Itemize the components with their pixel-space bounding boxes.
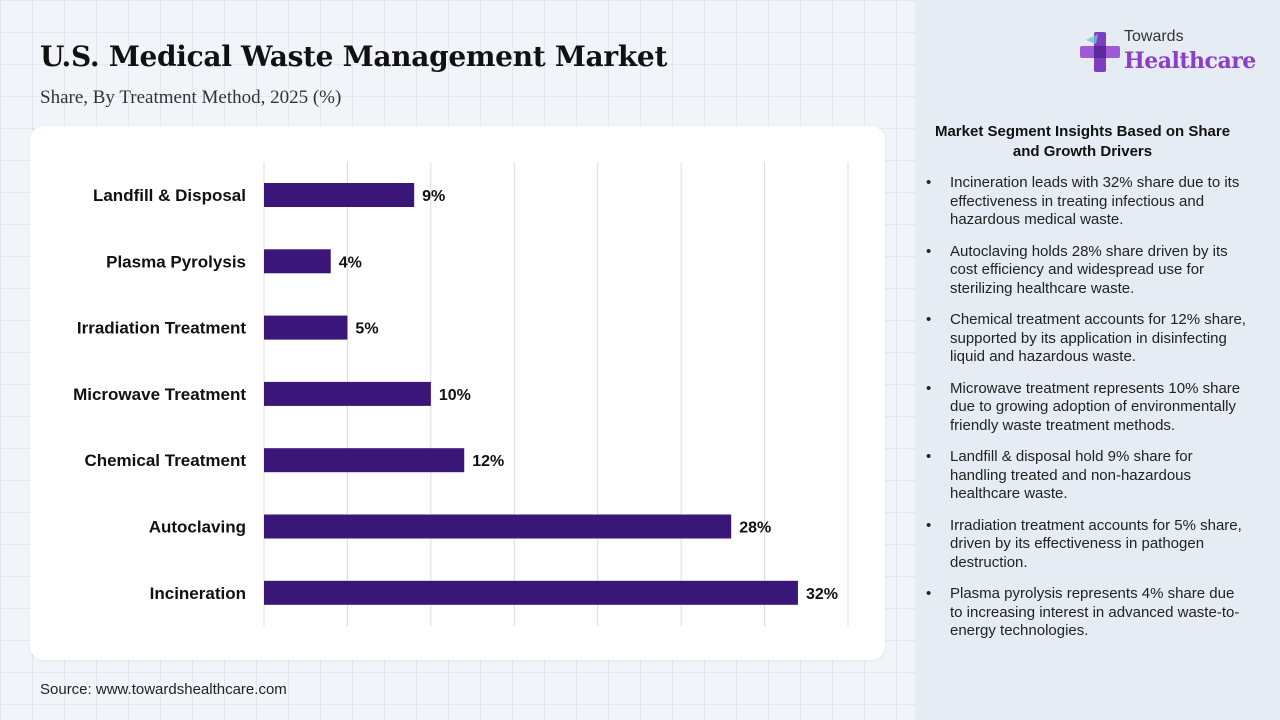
bullet-icon: • — [926, 379, 932, 397]
cross-logo-icon — [1080, 32, 1120, 72]
bar — [264, 381, 431, 406]
brand-logo: Towards Healthcare — [1080, 28, 1260, 78]
data-label: 10% — [439, 387, 471, 404]
data-label: 28% — [739, 520, 771, 537]
source-note: Source: www.towardshealthcare.com — [40, 681, 287, 698]
insights-list: • Incineration leads with 32% share due t… — [926, 174, 1246, 654]
insights-panel — [915, 0, 1280, 720]
bullet-icon: • — [926, 516, 932, 534]
insight-item: • Autoclaving holds 28% share driven by i… — [926, 243, 1246, 299]
bullet-icon: • — [926, 174, 932, 191]
bar — [264, 183, 415, 207]
bullet-icon: • — [926, 242, 932, 260]
chart-card: Landfill & Disposal 9% Plasma Pyrolysis 4% I… — [30, 126, 885, 660]
bar-chart: Landfill & Disposal 9% Plasma Pyrolysis 4% I… — [73, 162, 849, 626]
insight-item: • Microwave treatment represents 10% shar… — [926, 380, 1246, 436]
insight-text: Plasma pyrolysis represents 4% share due… — [950, 585, 1240, 639]
bar — [264, 448, 465, 473]
category-label: Incineration — [150, 584, 246, 603]
category-label: Microwave Treatment — [73, 385, 246, 404]
data-label: 4% — [339, 254, 362, 271]
insight-item: • Plasma pyrolysis represents 4% share du… — [926, 585, 1246, 641]
insight-text: Chemical treatment accounts for 12% shar… — [950, 311, 1246, 365]
bar — [264, 514, 732, 539]
bullet-icon: • — [926, 448, 932, 465]
insight-item: • Irradiation treatment accounts for 5% s… — [926, 517, 1246, 573]
bullet-icon: • — [926, 311, 932, 328]
insight-item: • Chemical treatment accounts for 12% sha… — [926, 311, 1246, 367]
logo-text-top: Towards — [1124, 28, 1184, 45]
category-label: Irradiation Treatment — [77, 319, 246, 338]
page-subtitle: Share, By Treatment Method, 2025 (%) — [40, 87, 342, 108]
bar — [264, 249, 331, 274]
insight-text: Autoclaving holds 28% share driven by it… — [950, 242, 1228, 297]
category-label: Landfill & Disposal — [93, 186, 246, 205]
data-label: 5% — [355, 321, 378, 338]
bullet-icon: • — [926, 585, 932, 602]
data-label: 32% — [806, 586, 838, 603]
data-label: 9% — [422, 188, 445, 205]
insight-item: • Incineration leads with 32% share due t… — [926, 174, 1246, 230]
insight-item: • Landfill & disposal hold 9% share for h… — [926, 448, 1246, 504]
logo-text-main: Healthcare — [1124, 48, 1256, 74]
data-label: 12% — [472, 453, 504, 470]
insight-text: Incineration leads with 32% share due to… — [950, 174, 1240, 228]
page-title: U.S. Medical Waste Management Market — [40, 40, 668, 73]
bar — [264, 315, 348, 340]
panel-heading: Market Segment Insights Based on Share a… — [934, 123, 1231, 160]
category-label: Chemical Treatment — [84, 451, 246, 470]
category-label: Plasma Pyrolysis — [106, 252, 246, 271]
insight-text: Microwave treatment represents 10% share… — [950, 379, 1241, 434]
insight-text: Landfill & disposal hold 9% share for ha… — [950, 448, 1193, 502]
bar — [264, 580, 798, 605]
insight-text: Irradiation treatment accounts for 5% sh… — [950, 516, 1242, 571]
category-label: Autoclaving — [149, 518, 246, 537]
